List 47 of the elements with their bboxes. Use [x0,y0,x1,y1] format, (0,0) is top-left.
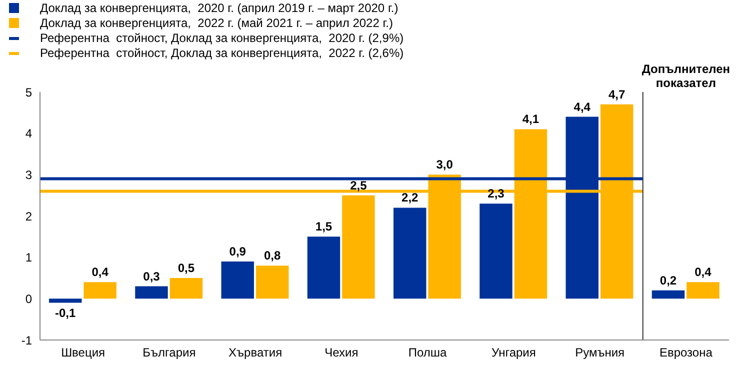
bar [480,204,512,299]
data-label: 4,1 [522,112,540,126]
data-label: 4,4 [574,100,591,114]
bar [307,236,340,299]
data-label: 0,5 [178,261,195,275]
x-tick-label: Унгария [492,346,536,360]
y-tick-label: 3 [25,168,32,182]
x-tick-label: Полша [408,346,448,360]
x-tick-label: България [142,346,196,360]
bar [652,290,685,299]
data-label: -0,1 [55,306,76,320]
y-tick-label: 2 [25,209,32,224]
data-label: 0,4 [694,265,712,280]
y-tick-label: 1 [25,250,32,265]
bar [394,208,426,299]
data-label: 3,0 [436,158,454,172]
bar [256,266,289,299]
bar [342,195,375,299]
data-label: 0,2 [660,273,677,288]
data-label: 0,3 [143,269,160,284]
legend-label: Доклад за конвергенцията, 2022 г. (май 2021 г. – април 2022 г.) [40,16,393,30]
data-label: 1,5 [315,220,332,234]
data-label: 2,5 [350,178,368,192]
bar [49,298,82,303]
bar [686,282,720,299]
legend-label: Референтна стойност, Доклад за конвергенцията, 2022 г. (2,6%) [40,46,404,60]
data-label: 0,8 [264,248,282,263]
x-tick-label: Еврозона [659,346,713,360]
legend-label: Доклад за конвергенцията, 2020 г. (април 2019 г. – март 2020 г.) [40,0,398,14]
data-label: 4,7 [608,87,626,102]
y-tick-label: 5 [25,85,32,100]
x-tick-label: Чехия [324,346,358,360]
legend-label: Референтна стойност, Доклад за конвергенцията, 2020 г. (2,9%) [40,30,404,44]
text: Допълнителен показател [640,62,732,90]
bar [84,282,116,299]
bar [170,278,203,299]
x-tick-label: Хърватия [228,346,282,360]
bar [135,286,168,299]
data-label: 2,2 [402,190,419,205]
y-tick-label: 4 [25,126,32,141]
y-tick-label: -1 [21,333,32,348]
y-tick-label: 0 [25,292,32,306]
data-label: 0,9 [229,244,246,258]
x-tick-label: Швеция [61,346,106,360]
bar [221,261,254,299]
x-tick-label: Румъния [575,346,625,360]
data-label: 0,4 [92,265,109,280]
